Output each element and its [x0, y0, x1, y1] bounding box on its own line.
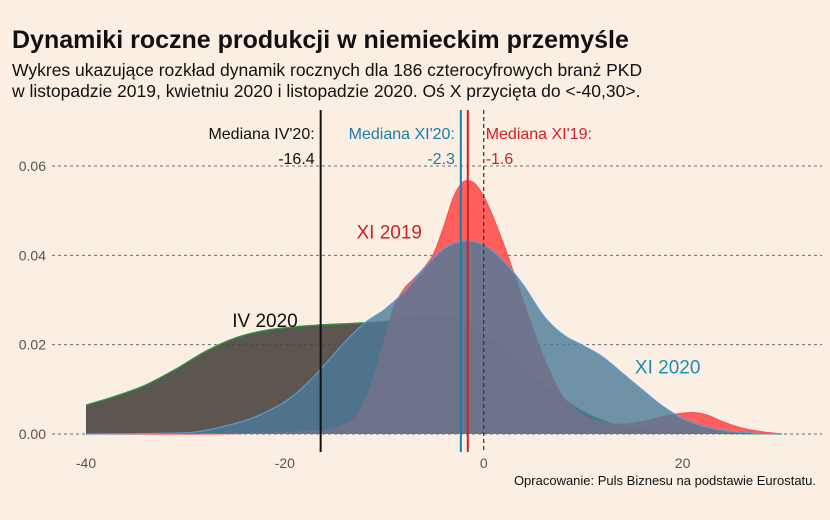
y-tick-label: 0.00	[19, 426, 46, 442]
median-label: Mediana IV'20:	[208, 126, 314, 143]
median-value-label: -2.3	[427, 151, 455, 168]
subtitle-line-2: w listopadzie 2019, kwietniu 2020 i list…	[12, 81, 641, 101]
series-labels: IV 2020 XI 2019 XI 2020	[232, 222, 700, 378]
x-tick-label: -40	[76, 455, 96, 471]
median-value-label: -1.6	[486, 151, 514, 168]
x-tick-label: 0	[480, 455, 488, 471]
series-label-iv-2020: IV 2020	[232, 311, 298, 332]
median-label: Mediana XI'19:	[486, 126, 592, 143]
series-label-xi-2019: XI 2019	[357, 222, 423, 243]
median-label: Mediana XI'20:	[349, 126, 455, 143]
density-area-xi-2020	[86, 240, 782, 434]
y-tick-label: 0.04	[19, 247, 46, 263]
median-lines: Mediana IV'20: -16.4 Mediana XI'20: -2.3 Med…	[208, 110, 592, 452]
x-axis: -40 -20 0 20	[76, 455, 691, 471]
y-tick-label: 0.06	[19, 158, 46, 174]
subtitle-line-1: Wykres ukazujące rozkład dynamik rocznyc…	[12, 60, 643, 80]
density-areas	[85, 179, 783, 435]
source-caption: Opracowanie: Puls Biznesu na podstawie E…	[513, 473, 816, 488]
chart-title: Dynamiki roczne produkcji w niemieckim p…	[12, 26, 629, 54]
y-tick-label: 0.02	[19, 337, 46, 353]
x-tick-label: 20	[675, 455, 691, 471]
density-outline-xi-2020	[85, 240, 783, 435]
y-axis: 0.00 0.02 0.04 0.06	[19, 158, 46, 442]
median-value-label: -16.4	[278, 151, 315, 168]
x-tick-label: -20	[275, 455, 295, 471]
series-label-xi-2020: XI 2020	[635, 357, 701, 378]
chart-subtitle: Wykres ukazujące rozkład dynamik rocznyc…	[12, 60, 822, 102]
